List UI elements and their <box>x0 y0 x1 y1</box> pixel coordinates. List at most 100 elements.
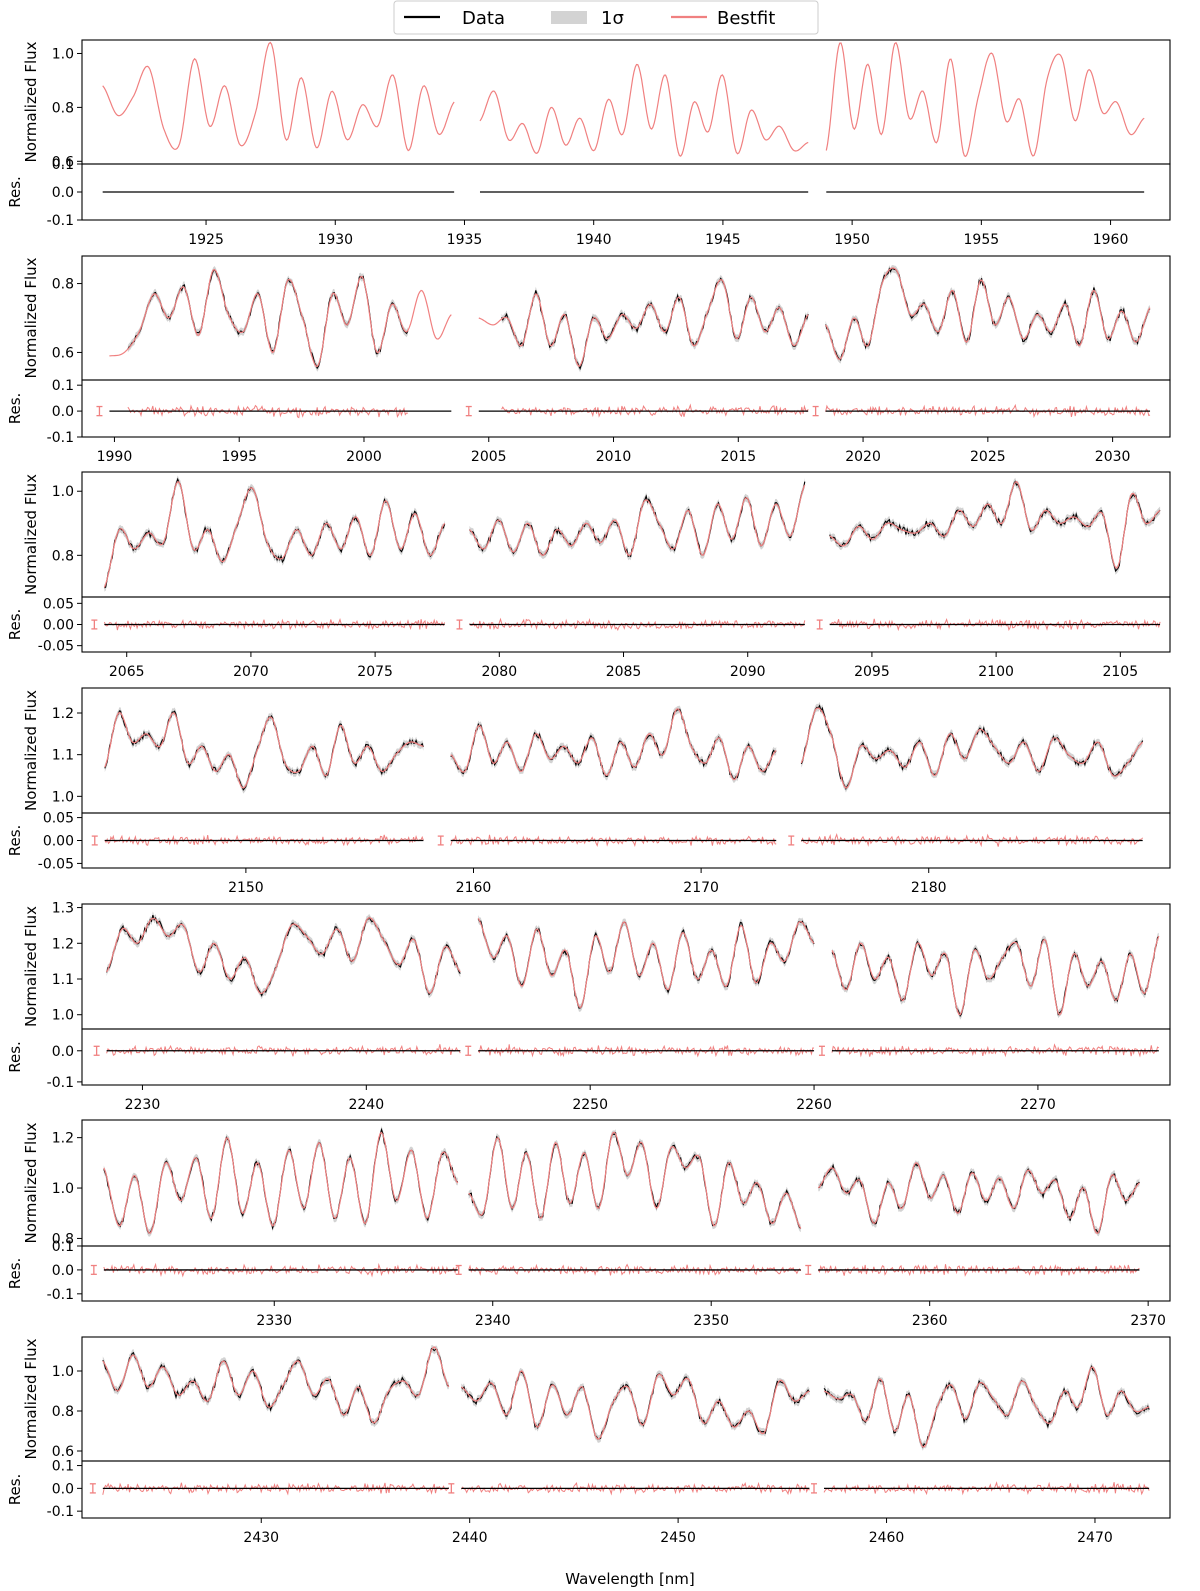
flux-plot-area <box>102 41 1145 158</box>
bestfit-line <box>831 935 1160 1016</box>
flux-y-tick-label: 1.2 <box>52 936 74 952</box>
flux-plot-area <box>103 475 1161 592</box>
bestfit-line <box>817 1162 1140 1235</box>
data-line <box>102 1348 449 1425</box>
x-tick-label: 1950 <box>834 232 870 248</box>
residual-axis-label: Res. <box>6 393 24 425</box>
data-line <box>460 1370 810 1440</box>
residual-axes-frame <box>81 379 1171 438</box>
sigma-band <box>829 477 1161 575</box>
residual-axis-label: Res. <box>6 1258 24 1290</box>
flux-y-tick-label: 1.0 <box>52 789 74 805</box>
legend-bestfit-label: Bestfit <box>717 8 775 29</box>
sigma-band <box>501 274 809 373</box>
x-tick-label: 2015 <box>720 449 756 465</box>
x-tick-label: 2075 <box>357 664 393 680</box>
flux-plot-area <box>103 1126 1140 1237</box>
bestfit-line <box>103 1131 459 1235</box>
x-tick-label: 2160 <box>456 880 492 896</box>
x-tick-label: 2095 <box>854 664 890 680</box>
x-tick-label: 2180 <box>911 880 947 896</box>
flux-y-tick-label: 0.8 <box>52 1231 74 1247</box>
sigma-band <box>104 475 445 592</box>
flux-y-tick-label: 1.0 <box>52 484 74 500</box>
x-tick-label: 2085 <box>606 664 642 680</box>
x-tick-label: 2340 <box>475 1313 511 1329</box>
res-y-tick-label: 0.0 <box>52 404 74 420</box>
flux-y-tick-label: 1.0 <box>52 1181 74 1197</box>
res-y-tick-label: 0.1 <box>52 378 74 394</box>
res-y-tick-label: 0.00 <box>43 834 74 850</box>
bestfit-line <box>109 269 452 368</box>
res-y-tick-label: 0.1 <box>52 1239 74 1255</box>
flux-axis-label: Normalized Flux <box>22 257 40 378</box>
panel-7: 0.6 0.8 1.0 -0.1 0.0 0.1 2430 2440 2450 2460 2470 N… <box>6 1336 1171 1546</box>
sigma-band <box>104 707 424 794</box>
res-y-tick-label: 0.1 <box>52 1459 74 1475</box>
flux-axis-label: Normalized Flux <box>22 906 40 1027</box>
x-tick-label: 2080 <box>481 664 517 680</box>
res-y-tick-label: -0.1 <box>47 213 74 229</box>
flux-axes-frame <box>81 39 1171 165</box>
residual-plot-area <box>103 617 1161 632</box>
residual-line <box>831 1043 1160 1058</box>
sigma-band <box>824 1362 1150 1451</box>
residual-plot-area <box>109 403 1151 419</box>
x-tick-label: 2005 <box>471 449 507 465</box>
bestfit-line <box>825 41 1145 158</box>
x-tick-label: 2350 <box>693 1313 729 1329</box>
x-axis-label: Wavelength [nm] <box>565 1570 695 1588</box>
x-tick-label: 1990 <box>97 449 133 465</box>
x-tick-label: 2150 <box>228 880 264 896</box>
flux-axes-frame <box>81 1119 1171 1247</box>
x-tick-label: 1955 <box>964 232 1000 248</box>
data-line <box>829 480 1161 573</box>
sigma-band <box>450 705 777 783</box>
data-line <box>127 268 409 370</box>
data-line <box>103 1127 458 1234</box>
panel-1: 0.6 0.8 1.0 -0.1 0.0 0.1 1925 1930 1935 1940 1945 1… <box>6 39 1171 248</box>
residual-axis-label: Res. <box>6 609 24 641</box>
residual-plot-area <box>106 1043 1160 1058</box>
flux-y-tick-label: 0.8 <box>52 548 74 564</box>
x-tick-label: 1940 <box>576 232 612 248</box>
flux-y-tick-label: 1.2 <box>52 706 74 722</box>
bestfit-line <box>102 41 455 152</box>
panel-6: 0.8 1.0 1.2 -0.1 0.0 0.1 2330 2340 2350 2360 2370 N… <box>6 1119 1171 1329</box>
x-tick-label: 1925 <box>188 232 224 248</box>
data-line <box>104 710 424 791</box>
x-tick-label: 2000 <box>346 449 382 465</box>
x-tick-label: 2030 <box>1095 449 1131 465</box>
x-tick-label: 2025 <box>970 449 1006 465</box>
sigma-band <box>818 1160 1140 1237</box>
x-tick-label: 2240 <box>348 1097 384 1113</box>
flux-axis-label: Normalized Flux <box>22 41 40 162</box>
data-line <box>469 481 806 558</box>
res-y-tick-label: -0.1 <box>47 1504 74 1520</box>
x-tick-label: 2430 <box>243 1530 279 1546</box>
data-line <box>450 708 777 780</box>
res-y-tick-label: -0.1 <box>47 1075 74 1091</box>
bestfit-line <box>479 63 809 157</box>
bestfit-line <box>450 708 777 781</box>
panel-4: 1.0 1.1 1.2 -0.05 0.00 0.05 2150 2160 2170 2180 No… <box>6 687 1171 896</box>
sigma-band <box>469 477 805 561</box>
x-tick-label: 2470 <box>1077 1530 1113 1546</box>
residual-line <box>450 834 777 848</box>
x-tick-label: 1930 <box>317 232 353 248</box>
flux-axes-frame <box>81 1336 1171 1462</box>
panel-3: 0.8 1.0 -0.05 0.00 0.05 2065 2070 2075 2080 2085 2… <box>6 471 1171 680</box>
x-tick-label: 2450 <box>660 1530 696 1546</box>
res-y-tick-label: 0.0 <box>52 1044 74 1060</box>
flux-y-tick-label: 1.0 <box>52 1364 74 1380</box>
flux-axis-label: Normalized Flux <box>22 1338 40 1459</box>
bestfit-line <box>823 1366 1150 1448</box>
bestfit-line <box>461 1370 810 1440</box>
res-y-tick-label: -0.05 <box>38 856 74 872</box>
x-tick-label: 2440 <box>452 1530 488 1546</box>
sigma-band <box>103 1126 458 1237</box>
flux-axis-label: Normalized Flux <box>22 474 40 595</box>
x-tick-label: 2105 <box>1102 664 1138 680</box>
flux-y-tick-label: 1.3 <box>52 901 74 917</box>
